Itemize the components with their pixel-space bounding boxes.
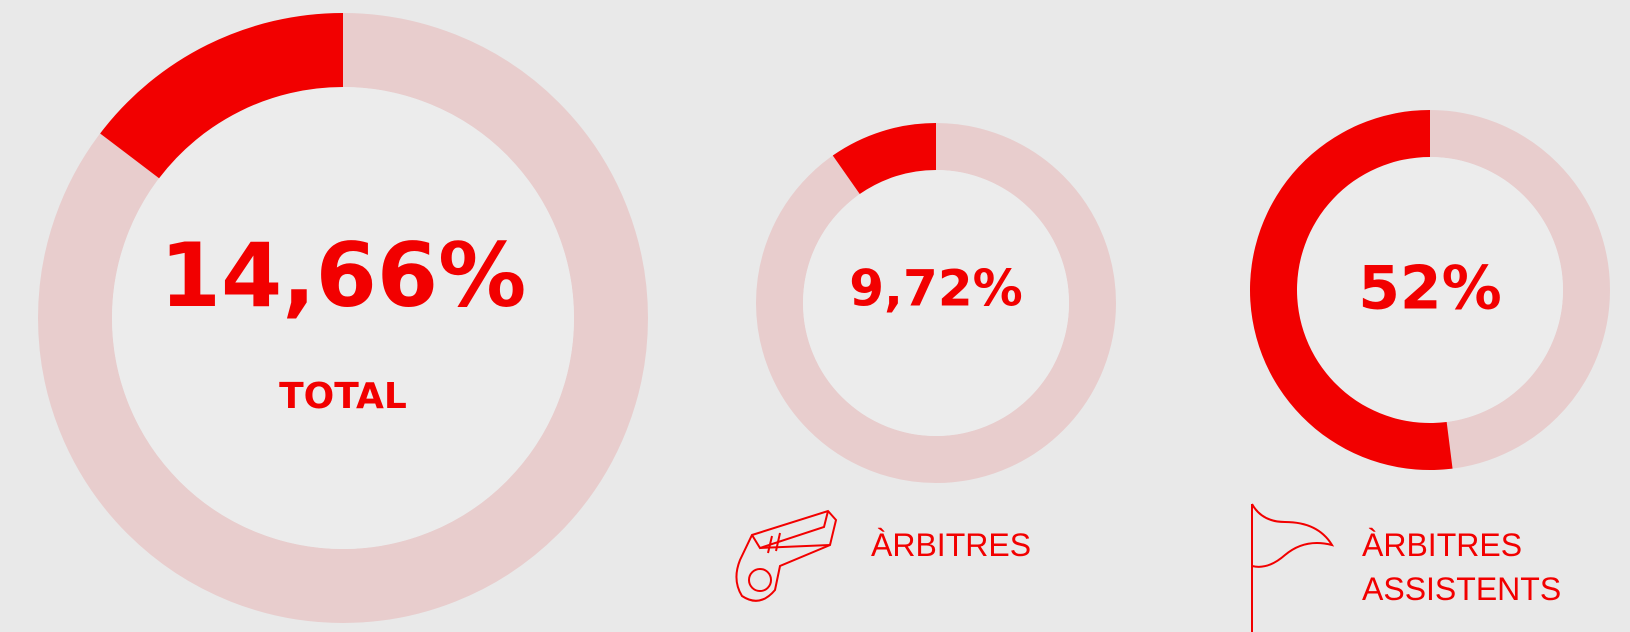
donut-center [1297, 157, 1563, 423]
value-label: 52% [1358, 254, 1502, 324]
flag-icon [1251, 503, 1335, 632]
value-label: 14,66% [160, 224, 527, 327]
value-label: 9,72% [849, 260, 1022, 318]
donut-center [112, 87, 574, 549]
chart-label: ÀRBITRES ASSISTENTS [1362, 527, 1562, 607]
whistle-icon [735, 509, 838, 602]
donut-segment [832, 123, 936, 195]
chart-label: ÀRBITRES [871, 527, 1032, 563]
donut-segment [1249, 110, 1453, 471]
donut-center [803, 170, 1069, 436]
donut-segment [100, 13, 343, 179]
chart-label: TOTAL [279, 376, 407, 417]
